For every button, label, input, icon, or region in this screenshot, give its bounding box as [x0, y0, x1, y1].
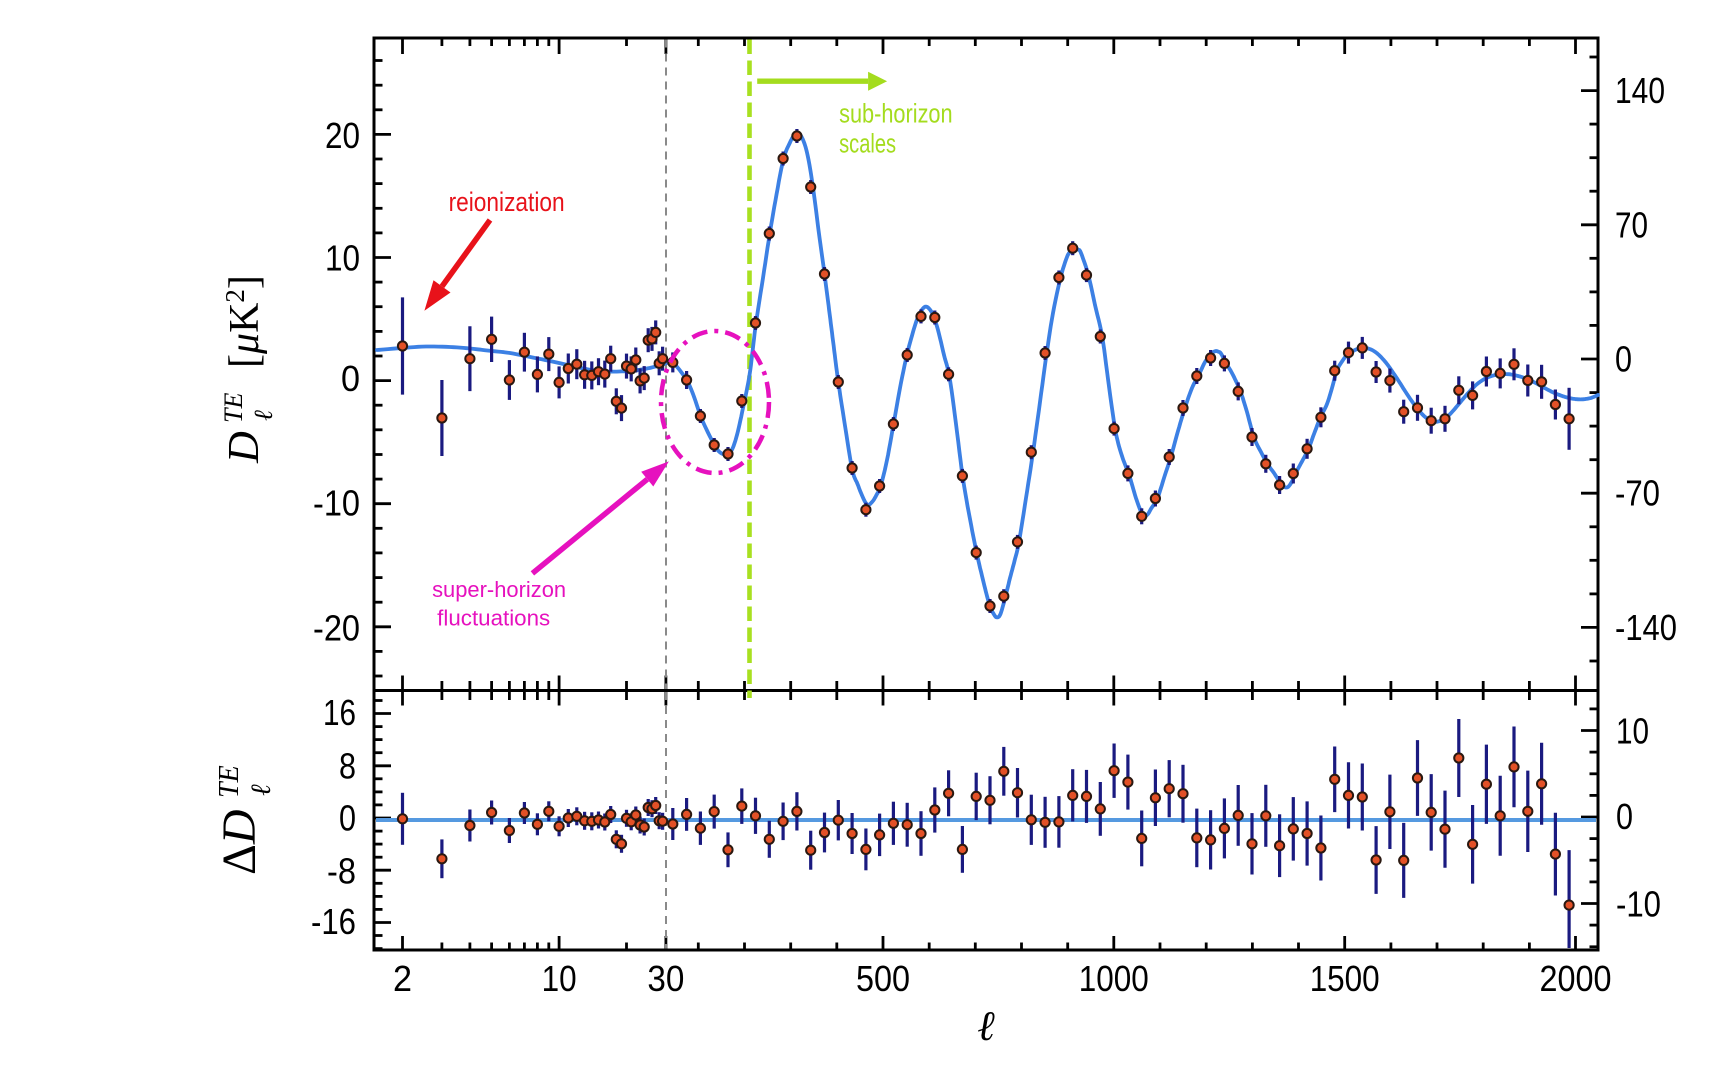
- svg-text:0: 0: [341, 358, 360, 399]
- svg-text:10: 10: [542, 958, 577, 999]
- svg-text:30: 30: [647, 958, 684, 999]
- svg-text:sub-horizon: sub-horizon: [839, 99, 953, 129]
- svg-text:10: 10: [1616, 711, 1649, 752]
- svg-text:500: 500: [856, 958, 910, 999]
- svg-text:20: 20: [325, 115, 360, 156]
- svg-text:2: 2: [393, 958, 412, 999]
- svg-text:10: 10: [325, 238, 360, 279]
- svg-text:D: D: [219, 431, 268, 464]
- svg-text:ℓ: ℓ: [977, 1004, 995, 1050]
- svg-text:fluctuations: fluctuations: [437, 606, 550, 631]
- svg-text:ℓ: ℓ: [246, 784, 277, 796]
- svg-text:reionization: reionization: [449, 187, 565, 217]
- svg-text:-140: -140: [1615, 607, 1677, 648]
- svg-text:-10: -10: [313, 483, 360, 524]
- svg-text:8: 8: [339, 746, 356, 787]
- svg-text:-70: -70: [1615, 473, 1660, 514]
- svg-text:-20: -20: [313, 608, 360, 649]
- svg-text:TE: TE: [219, 393, 248, 423]
- svg-text:0: 0: [1616, 796, 1633, 837]
- svg-text:16: 16: [323, 692, 356, 733]
- svg-text:ℓ: ℓ: [249, 410, 278, 421]
- svg-text:0: 0: [1615, 339, 1632, 380]
- svg-text:0: 0: [339, 797, 356, 838]
- svg-text:[μK2]: [μK2]: [220, 275, 268, 368]
- svg-text:140: 140: [1615, 70, 1665, 111]
- svg-text:TE: TE: [214, 765, 245, 798]
- svg-text:1000: 1000: [1079, 958, 1149, 999]
- svg-text:-16: -16: [311, 901, 356, 942]
- svg-text:1500: 1500: [1310, 958, 1380, 999]
- svg-text:-8: -8: [327, 851, 356, 892]
- svg-text:super-horizon: super-horizon: [432, 577, 566, 602]
- svg-text:ΔD: ΔD: [213, 809, 266, 875]
- svg-text:scales: scales: [839, 129, 896, 159]
- svg-text:2000: 2000: [1540, 958, 1612, 999]
- svg-text:70: 70: [1615, 204, 1648, 245]
- svg-text:-10: -10: [1616, 884, 1661, 925]
